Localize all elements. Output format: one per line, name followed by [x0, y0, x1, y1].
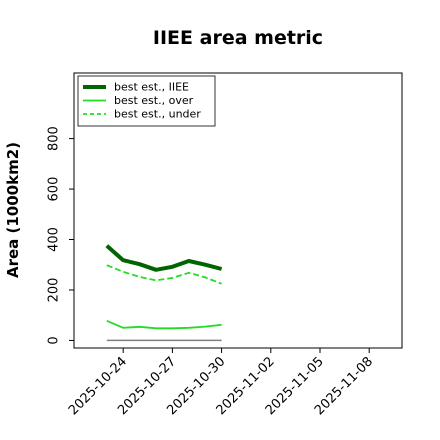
legend-label-0: best est., IIEE: [114, 81, 189, 94]
series-line-2: [106, 264, 222, 285]
chart-title: IIEE area metric: [153, 27, 323, 49]
y-tick-label: 800: [47, 126, 62, 151]
y-tick-label: 0: [47, 336, 62, 344]
y-axis-label: Area (1000km2): [4, 142, 22, 278]
legend-label-1: best est., over: [114, 94, 194, 107]
legend-label-2: best est., under: [114, 108, 201, 121]
series-line-0: [105, 244, 223, 272]
y-tick-label: 400: [47, 227, 62, 252]
plot-area: 02004006008002025-10-242025-10-272025-10…: [47, 126, 377, 418]
y-tick-label: 200: [47, 278, 62, 303]
plot-frame: [73, 72, 403, 349]
series-line-1: [106, 319, 222, 330]
y-tick-label: 600: [47, 177, 62, 202]
